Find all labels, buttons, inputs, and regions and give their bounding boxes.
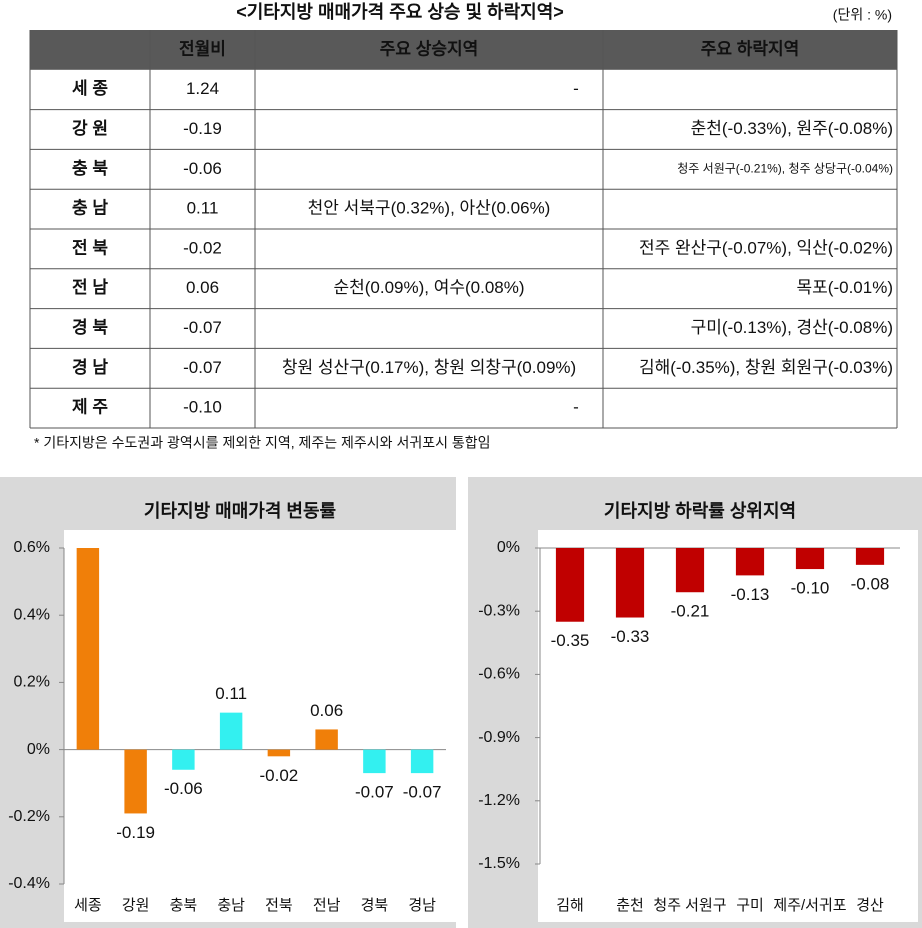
row-header: 강 원 — [72, 119, 108, 138]
data-label: -0.08 — [851, 574, 890, 593]
data-label: -0.13 — [731, 585, 770, 604]
x-tick-label: 경남 — [408, 897, 436, 914]
cell: 구미(-0.13%), 경산(-0.08%) — [691, 318, 893, 337]
chart-title: 기타지방 매매가격 변동률 — [144, 501, 336, 521]
bar — [172, 749, 195, 770]
x-tick-label: 전북 — [265, 897, 293, 914]
data-label: -0.07 — [355, 783, 394, 802]
cell: 천안 서북구(0.32%), 아산(0.06%) — [308, 199, 551, 218]
y-tick-label: -0.4% — [8, 875, 50, 892]
x-tick-label: 경북 — [361, 897, 389, 914]
cell: 춘천(-0.33%), 원주(-0.08%) — [691, 119, 893, 138]
x-tick-label: 충북 — [170, 897, 198, 914]
data-label: -0.02 — [260, 766, 299, 785]
data-label: -0.35 — [551, 631, 590, 650]
x-tick-label: 강원 — [122, 897, 150, 914]
x-tick-label: 청주 서원구 — [653, 897, 726, 914]
cell: 1.24 — [186, 79, 219, 98]
chart-title: 기타지방 하락률 상위지역 — [604, 501, 796, 521]
y-tick-label: 0% — [497, 539, 520, 556]
y-tick-label: -1.5% — [478, 855, 520, 872]
y-tick-label: -0.3% — [478, 602, 520, 619]
note: * 기타지방은 수도권과 광역시를 제외한 지역, 제주는 제주시와 서귀포시 … — [34, 435, 491, 451]
data-label: 0.06 — [310, 701, 343, 720]
row-header: 경 남 — [72, 358, 108, 377]
x-tick-label: 경산 — [856, 897, 884, 914]
plot-area — [64, 530, 456, 922]
y-tick-label: 0.4% — [14, 606, 50, 623]
column-header: 전월비 — [179, 39, 226, 58]
bar — [76, 548, 100, 750]
row-header: 충 남 — [72, 199, 108, 218]
row-header: 전 북 — [72, 238, 108, 257]
bar — [795, 548, 825, 570]
bar — [855, 548, 885, 565]
y-tick-label: 0.2% — [14, 674, 50, 691]
cell: -0.10 — [183, 398, 222, 417]
bar — [315, 729, 338, 750]
row-header: 제 주 — [72, 398, 108, 417]
bar — [410, 749, 434, 774]
cell: 전주 완산구(-0.07%), 익산(-0.02%) — [639, 238, 893, 257]
cell: -0.07 — [183, 358, 222, 377]
cell: 김해(-0.35%), 창원 회원구(-0.03%) — [639, 358, 893, 377]
bar — [555, 548, 585, 622]
data-label: -0.07 — [403, 783, 442, 802]
cell: 창원 성산구(0.17%), 창원 의창구(0.09%) — [282, 358, 576, 377]
cell: -0.19 — [183, 119, 222, 138]
bar — [363, 749, 386, 774]
cell: 목포(-0.01%) — [797, 278, 893, 297]
column-header: 주요 상승지역 — [380, 39, 479, 58]
cell: 순천(0.09%), 여수(0.08%) — [333, 278, 524, 297]
cell: - — [573, 398, 579, 417]
cell: -0.02 — [183, 238, 222, 257]
row-header: 전 남 — [72, 278, 108, 297]
y-tick-label: 0.6% — [14, 539, 50, 556]
y-tick-label: -0.2% — [8, 808, 50, 825]
x-tick-label: 세종 — [74, 897, 102, 914]
data-label: -0.21 — [671, 602, 710, 621]
data-label: 0.11 — [215, 684, 247, 703]
row-header: 경 북 — [72, 318, 108, 337]
table-header — [30, 30, 897, 70]
bar — [615, 548, 645, 618]
data-label: -0.06 — [164, 779, 203, 798]
x-tick-label: 전남 — [313, 897, 341, 914]
row-header: 세 종 — [72, 79, 108, 98]
x-tick-label: 김해 — [556, 897, 584, 914]
y-tick-label: -0.9% — [478, 729, 520, 746]
row-header: 충 북 — [72, 159, 108, 178]
cell: 0.06 — [186, 278, 219, 297]
bar — [675, 548, 705, 593]
cell: -0.07 — [183, 318, 222, 337]
plot-area — [538, 530, 918, 922]
bar — [267, 749, 291, 757]
x-tick-label: 춘천 — [616, 897, 644, 914]
table-title: <기타지방 매매가격 주요 상승 및 하락지역> — [236, 2, 564, 22]
y-tick-label: -0.6% — [478, 666, 520, 683]
y-tick-label: 0% — [27, 741, 50, 758]
x-tick-label: 충남 — [217, 897, 245, 914]
cell: - — [573, 79, 579, 98]
x-tick-label: 제주/서귀포 — [773, 897, 846, 914]
cell: 청주 서원구(-0.21%), 청주 상당구(-0.04%) — [677, 161, 893, 175]
column-header: 주요 하락지역 — [701, 39, 800, 58]
y-tick-label: -1.2% — [478, 792, 520, 809]
data-label: -0.10 — [791, 579, 830, 598]
cell: -0.06 — [183, 159, 222, 178]
bar — [219, 712, 243, 750]
bar — [124, 749, 147, 814]
bar — [735, 548, 765, 576]
data-label: -0.19 — [116, 823, 155, 842]
cell: 0.11 — [187, 199, 219, 218]
data-label: -0.33 — [611, 627, 650, 646]
unit: (단위 : %) — [833, 7, 892, 23]
x-tick-label: 구미 — [736, 897, 764, 914]
